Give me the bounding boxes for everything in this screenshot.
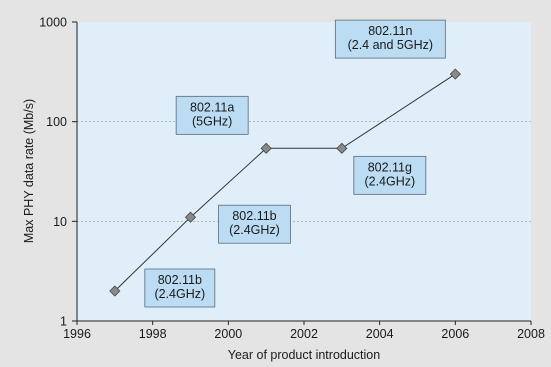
- x-axis-label: Year of product introduction: [228, 348, 380, 362]
- x-tick-label: 2004: [366, 327, 394, 341]
- annotation-box: [218, 204, 291, 244]
- y-tick-label: 100: [46, 115, 67, 129]
- annotation-box: [175, 95, 249, 135]
- annotation-label: 802.11b(2.4GHz): [144, 268, 216, 308]
- x-tick-label: 1996: [63, 327, 91, 341]
- data-points: [109, 68, 461, 297]
- x-tick-label: 1998: [139, 327, 167, 341]
- annotation-text: 802.11b: [158, 273, 202, 287]
- x-tick-label: 2000: [214, 327, 242, 341]
- x-tick-label: 2006: [441, 327, 469, 341]
- annotation-text: (2.4GHz): [154, 287, 205, 301]
- data-point: [184, 211, 197, 223]
- annotation-label: 802.11n(2.4 and 5GHz): [334, 19, 446, 59]
- annotation-label: 802.11b(2.4GHz): [218, 204, 291, 244]
- annotation-text: (2.4GHz): [229, 223, 280, 237]
- x-ticks: 1996 1998 2000 2002 2004 2006 2008: [63, 321, 545, 341]
- y-tick-label: 1: [60, 315, 67, 329]
- annotation-text: (2.4GHz): [364, 174, 415, 188]
- annotation-text: 802.11n: [368, 24, 412, 38]
- annotation-box: [334, 19, 446, 59]
- data-point: [336, 142, 348, 154]
- annotation-text: (2.4 and 5GHz): [348, 38, 433, 52]
- annotation-text: 802.11b: [232, 209, 276, 223]
- annotation-box: [144, 268, 216, 308]
- data-point: [109, 285, 121, 297]
- annotation-box: [353, 155, 427, 195]
- y-axis-label: Max PHY data rate (Mb/s): [22, 99, 36, 243]
- annotation-label: 802.11a(5GHz): [175, 95, 249, 135]
- data-point: [260, 142, 272, 154]
- annotations: 802.11b(2.4GHz)802.11b(2.4GHz)802.11a(5G…: [144, 19, 446, 308]
- annotation-text: (5GHz): [192, 114, 232, 128]
- y-tick-label: 1000: [39, 16, 67, 30]
- y-ticks: 1 10 100 1000: [39, 16, 77, 329]
- annotation-text: 802.11g: [368, 160, 412, 174]
- data-point: [449, 68, 461, 80]
- x-tick-label: 2008: [517, 327, 545, 341]
- annotation-text: 802.11a: [190, 100, 234, 114]
- annotation-label: 802.11g(2.4GHz): [353, 155, 427, 195]
- y-tick-label: 10: [53, 215, 67, 229]
- x-tick-label: 2002: [290, 327, 318, 341]
